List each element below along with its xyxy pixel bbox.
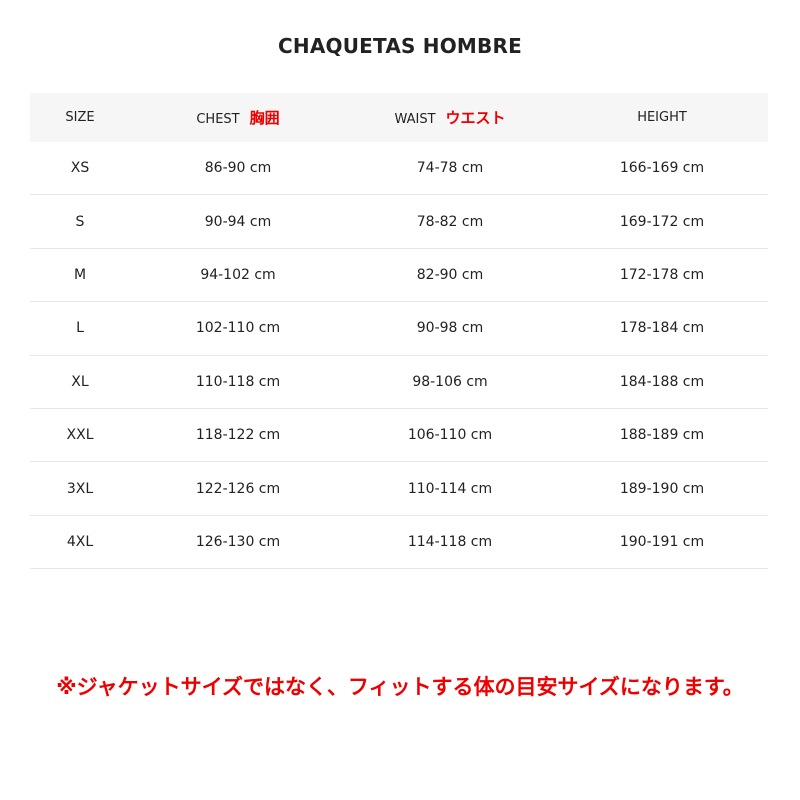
size-cell: XL [71,373,89,390]
waist-cell: 114-118 cm [407,533,493,550]
header-chest: CHEST 胸囲 [196,109,280,127]
height-cell: 166-169 cm [619,160,705,177]
height-cell: 178-184 cm [619,320,705,337]
waist-cell: 90-98 cm [416,320,484,337]
table-row: L 102-110 cm 90-98 cm 178-184 cm [30,302,768,356]
waist-cell: 106-110 cm [407,427,493,444]
height-cell: 172-178 cm [619,266,705,283]
table-row: S 90-94 cm 78-82 cm 169-172 cm [30,195,768,249]
header-waist-jp: ウエスト [445,109,506,127]
waist-cell: 82-90 cm [416,266,484,283]
table-row: 4XL 126-130 cm 114-118 cm 190-191 cm [30,516,768,570]
table-row: 3XL 122-126 cm 110-114 cm 189-190 cm [30,462,768,516]
waist-cell: 110-114 cm [407,480,493,497]
size-cell: 4XL [66,533,94,550]
size-cell: 3XL [66,480,94,497]
height-cell: 169-172 cm [619,213,705,230]
table-row: XS 86-90 cm 74-78 cm 166-169 cm [30,142,768,196]
size-cell: XXL [66,427,94,444]
chest-cell: 122-126 cm [195,480,281,497]
chest-cell: 90-94 cm [204,213,272,230]
size-cell: L [76,320,84,337]
header-chest-jp: 胸囲 [249,109,280,127]
height-cell: 189-190 cm [619,480,705,497]
table-header: SIZE CHEST 胸囲 WAIST ウエスト HEIGHT [30,93,768,142]
header-waist: WAIST ウエスト [394,109,506,127]
size-cell: S [75,213,85,230]
chest-cell: 110-118 cm [195,373,281,390]
chest-cell: 102-110 cm [195,320,281,337]
table-row: XL 110-118 cm 98-106 cm 184-188 cm [30,356,768,409]
page-title: CHAQUETAS HOMBRE [278,34,522,58]
chest-cell: 86-90 cm [204,160,272,177]
waist-cell: 74-78 cm [416,160,484,177]
chest-cell: 118-122 cm [195,427,281,444]
table-row: M 94-102 cm 82-90 cm 172-178 cm [30,249,768,303]
size-table: SIZE CHEST 胸囲 WAIST ウエスト HEIGHT XS 86-90 cm… [30,93,768,570]
header-height: HEIGHT [637,110,687,125]
height-cell: 188-189 cm [619,427,705,444]
waist-cell: 78-82 cm [416,213,484,230]
chest-cell: 94-102 cm [200,266,276,283]
chest-cell: 126-130 cm [195,533,281,550]
height-cell: 184-188 cm [619,373,705,390]
size-cell: XS [70,160,90,177]
table-row: XXL 118-122 cm 106-110 cm 188-189 cm [30,409,768,463]
fit-note: ※ジャケットサイズではなく、フィットする体の目安サイズになります。 [56,675,744,699]
size-cell: M [73,266,87,283]
height-cell: 190-191 cm [619,533,705,550]
header-size: SIZE [65,110,95,125]
waist-cell: 98-106 cm [412,373,488,390]
